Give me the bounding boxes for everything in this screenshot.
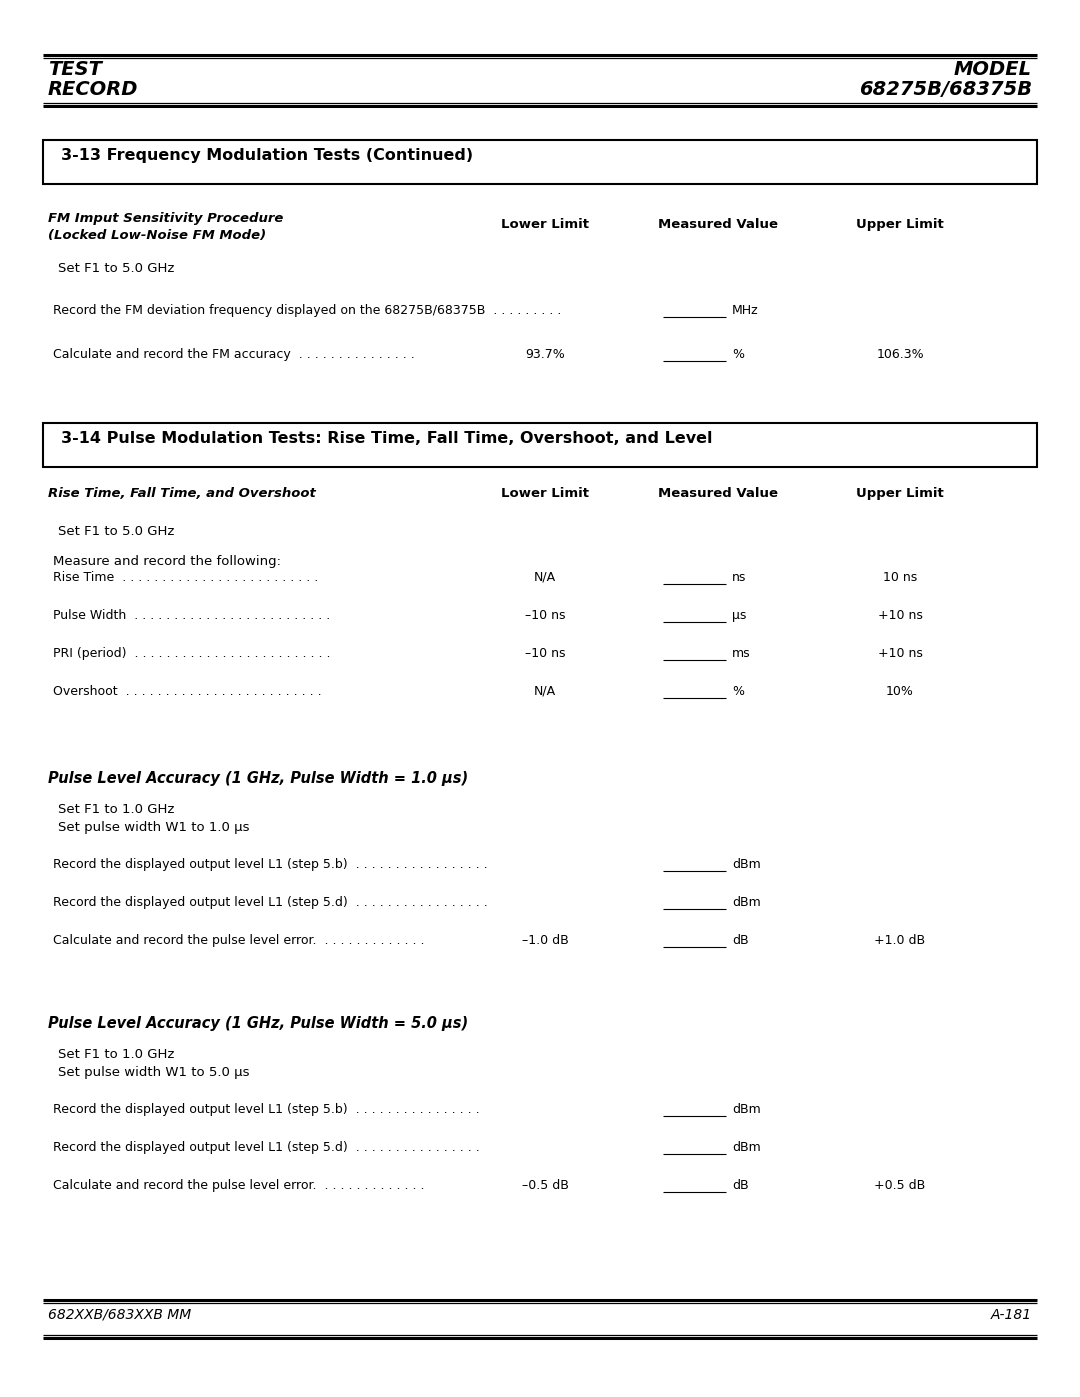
Text: N/A: N/A bbox=[534, 685, 556, 698]
Text: 10 ns: 10 ns bbox=[882, 571, 917, 584]
Text: Record the displayed output level L1 (step 5.b)  . . . . . . . . . . . . . . . .: Record the displayed output level L1 (st… bbox=[53, 1104, 480, 1116]
Text: 3-14 Pulse Modulation Tests: Rise Time, Fall Time, Overshoot, and Level: 3-14 Pulse Modulation Tests: Rise Time, … bbox=[60, 432, 713, 446]
Text: –10 ns: –10 ns bbox=[525, 609, 565, 622]
Text: Measured Value: Measured Value bbox=[658, 218, 778, 231]
Text: Pulse Level Accuracy (1 GHz, Pulse Width = 5.0 μs): Pulse Level Accuracy (1 GHz, Pulse Width… bbox=[48, 1016, 468, 1031]
Text: ns: ns bbox=[732, 571, 746, 584]
Text: +0.5 dB: +0.5 dB bbox=[875, 1179, 926, 1192]
Text: +10 ns: +10 ns bbox=[878, 609, 922, 622]
Text: A-181: A-181 bbox=[990, 1308, 1032, 1322]
Text: Set pulse width W1 to 5.0 μs: Set pulse width W1 to 5.0 μs bbox=[58, 1066, 249, 1078]
Text: dBm: dBm bbox=[732, 858, 760, 870]
Text: Rise Time  . . . . . . . . . . . . . . . . . . . . . . . . .: Rise Time . . . . . . . . . . . . . . . … bbox=[53, 571, 319, 584]
Text: dB: dB bbox=[732, 1179, 748, 1192]
Text: PRI (period)  . . . . . . . . . . . . . . . . . . . . . . . . .: PRI (period) . . . . . . . . . . . . . .… bbox=[53, 647, 330, 659]
Text: dB: dB bbox=[732, 935, 748, 947]
Text: 93.7%: 93.7% bbox=[525, 348, 565, 360]
Text: 68275B/68375B: 68275B/68375B bbox=[859, 80, 1032, 99]
Text: 682XXB/683XXB MM: 682XXB/683XXB MM bbox=[48, 1308, 191, 1322]
Text: Record the displayed output level L1 (step 5.d)  . . . . . . . . . . . . . . . .: Record the displayed output level L1 (st… bbox=[53, 1141, 480, 1154]
Text: Pulse Level Accuracy (1 GHz, Pulse Width = 1.0 μs): Pulse Level Accuracy (1 GHz, Pulse Width… bbox=[48, 771, 468, 787]
Text: Set pulse width W1 to 1.0 μs: Set pulse width W1 to 1.0 μs bbox=[58, 821, 249, 834]
Text: Lower Limit: Lower Limit bbox=[501, 488, 589, 500]
Text: Upper Limit: Upper Limit bbox=[856, 488, 944, 500]
Text: N/A: N/A bbox=[534, 571, 556, 584]
Text: 10%: 10% bbox=[886, 685, 914, 698]
Text: Calculate and record the pulse level error.  . . . . . . . . . . . . .: Calculate and record the pulse level err… bbox=[53, 1179, 424, 1192]
Text: Record the displayed output level L1 (step 5.d)  . . . . . . . . . . . . . . . .: Record the displayed output level L1 (st… bbox=[53, 895, 488, 909]
Text: Record the FM deviation frequency displayed on the 68275B/68375B  . . . . . . . : Record the FM deviation frequency displa… bbox=[53, 305, 562, 317]
Text: Set F1 to 5.0 GHz: Set F1 to 5.0 GHz bbox=[58, 263, 174, 275]
Bar bbox=[43, 423, 1037, 467]
Text: MHz: MHz bbox=[732, 305, 758, 317]
Text: –1.0 dB: –1.0 dB bbox=[522, 935, 568, 947]
Text: Rise Time, Fall Time, and Overshoot: Rise Time, Fall Time, and Overshoot bbox=[48, 488, 315, 500]
Text: μs: μs bbox=[732, 609, 746, 622]
Text: 106.3%: 106.3% bbox=[876, 348, 923, 360]
Text: %: % bbox=[732, 348, 744, 360]
Text: Measured Value: Measured Value bbox=[658, 488, 778, 500]
Text: Set F1 to 1.0 GHz: Set F1 to 1.0 GHz bbox=[58, 803, 174, 816]
Text: dBm: dBm bbox=[732, 1104, 760, 1116]
Text: (Locked Low-Noise FM Mode): (Locked Low-Noise FM Mode) bbox=[48, 229, 266, 242]
Text: Measure and record the following:: Measure and record the following: bbox=[53, 555, 281, 569]
Text: Upper Limit: Upper Limit bbox=[856, 218, 944, 231]
Bar bbox=[43, 140, 1037, 184]
Text: dBm: dBm bbox=[732, 1141, 760, 1154]
Text: Lower Limit: Lower Limit bbox=[501, 218, 589, 231]
Text: %: % bbox=[732, 685, 744, 698]
Text: dBm: dBm bbox=[732, 895, 760, 909]
Text: –0.5 dB: –0.5 dB bbox=[522, 1179, 568, 1192]
Text: Set F1 to 1.0 GHz: Set F1 to 1.0 GHz bbox=[58, 1048, 174, 1060]
Text: 3-13 Frequency Modulation Tests (Continued): 3-13 Frequency Modulation Tests (Continu… bbox=[60, 148, 473, 163]
Text: Record the displayed output level L1 (step 5.b)  . . . . . . . . . . . . . . . .: Record the displayed output level L1 (st… bbox=[53, 858, 488, 870]
Text: FM Imput Sensitivity Procedure: FM Imput Sensitivity Procedure bbox=[48, 212, 283, 225]
Text: TEST: TEST bbox=[48, 60, 102, 80]
Text: +10 ns: +10 ns bbox=[878, 647, 922, 659]
Text: RECORD: RECORD bbox=[48, 80, 138, 99]
Text: Pulse Width  . . . . . . . . . . . . . . . . . . . . . . . . .: Pulse Width . . . . . . . . . . . . . . … bbox=[53, 609, 330, 622]
Text: MODEL: MODEL bbox=[954, 60, 1032, 80]
Text: Calculate and record the pulse level error.  . . . . . . . . . . . . .: Calculate and record the pulse level err… bbox=[53, 935, 424, 947]
Text: ms: ms bbox=[732, 647, 751, 659]
Text: Calculate and record the FM accuracy  . . . . . . . . . . . . . . .: Calculate and record the FM accuracy . .… bbox=[53, 348, 415, 360]
Text: Overshoot  . . . . . . . . . . . . . . . . . . . . . . . . .: Overshoot . . . . . . . . . . . . . . . … bbox=[53, 685, 322, 698]
Text: –10 ns: –10 ns bbox=[525, 647, 565, 659]
Text: Set F1 to 5.0 GHz: Set F1 to 5.0 GHz bbox=[58, 525, 174, 538]
Text: +1.0 dB: +1.0 dB bbox=[875, 935, 926, 947]
